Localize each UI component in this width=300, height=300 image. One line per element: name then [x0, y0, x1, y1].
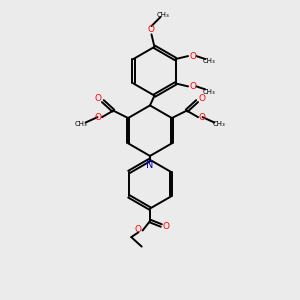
Text: CH₃: CH₃	[74, 121, 87, 127]
Text: N: N	[146, 160, 154, 170]
Text: CH₃: CH₃	[157, 12, 170, 18]
Text: O: O	[94, 113, 101, 122]
Text: O: O	[148, 25, 155, 34]
Text: CH₃: CH₃	[212, 121, 225, 127]
Text: O: O	[189, 52, 196, 61]
Text: O: O	[135, 225, 142, 234]
Text: O: O	[162, 223, 169, 232]
Text: O: O	[95, 94, 102, 103]
Text: CH₃: CH₃	[203, 89, 215, 95]
Text: CH₃: CH₃	[203, 58, 215, 64]
Text: O: O	[199, 113, 206, 122]
Text: O: O	[189, 82, 196, 91]
Text: O: O	[198, 94, 205, 103]
